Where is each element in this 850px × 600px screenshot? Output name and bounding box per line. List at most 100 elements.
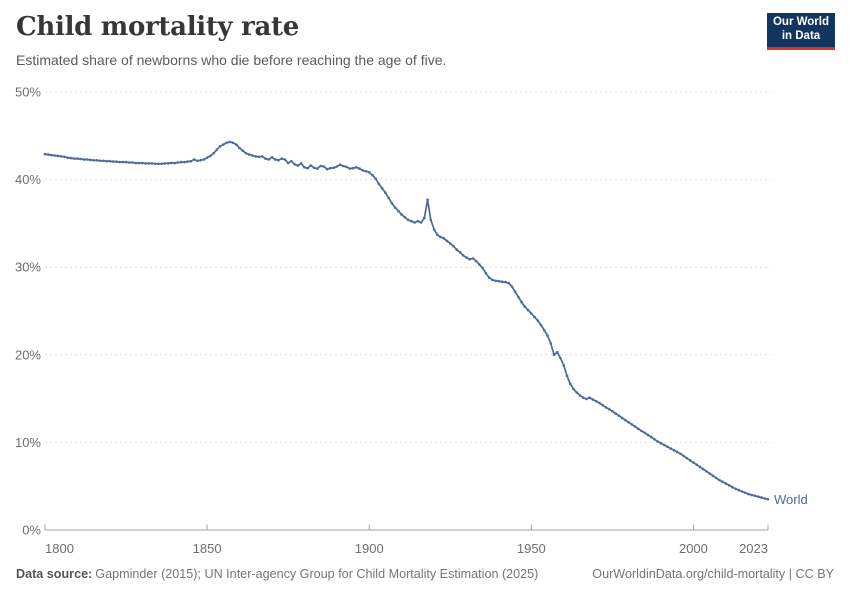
series-marker [251,154,254,157]
series-marker [416,219,420,223]
series-marker [581,396,585,400]
series-marker [478,263,481,266]
series-marker [714,476,718,480]
owid-logo-line1: Our World [772,16,829,29]
series-marker [442,237,446,240]
series-marker [257,155,261,159]
series-marker [630,423,634,426]
series-marker [640,429,643,433]
series-marker [698,465,702,469]
series-marker [585,397,588,401]
series-marker [264,157,267,160]
series-marker [92,159,95,162]
series-marker [721,480,724,484]
series-marker [750,493,754,497]
series-marker [335,165,339,168]
series-line-world[interactable] [44,141,769,501]
series-marker [56,154,60,158]
series-marker [63,155,66,159]
series-marker [332,166,335,170]
series-marker [497,279,501,283]
series-marker [562,364,565,367]
series-marker [705,470,708,473]
series-marker [487,276,491,280]
x-tick-label-1850: 1850 [193,541,222,556]
series-marker [105,159,108,163]
series-marker [543,329,546,332]
series-marker [209,154,212,158]
series-marker [186,160,189,163]
series-marker [468,258,472,261]
series-marker [656,440,660,443]
series-marker [89,158,92,162]
series-marker [299,162,303,165]
y-tick-label-50: 50% [15,85,41,100]
series-marker [465,256,468,259]
series-marker [192,158,196,161]
series-marker [147,162,150,165]
series-marker [727,484,731,487]
series-marker [763,497,767,500]
series-marker [578,394,582,397]
series-marker [354,166,358,169]
series-marker [410,219,413,223]
x-tick-label-2000: 2000 [679,541,708,556]
series-marker [235,143,238,146]
series-marker [439,235,442,239]
series-marker [533,315,536,319]
series-marker [536,319,540,322]
series-marker [241,149,245,152]
series-marker [131,161,134,164]
series-marker [575,391,578,394]
series-marker [293,163,296,166]
series-marker [387,196,391,200]
x-tick-label-2023: 2023 [739,541,768,556]
series-marker [737,488,741,492]
series-marker [163,162,167,165]
series-marker [283,158,287,161]
series-marker [419,221,423,224]
owid-logo[interactable]: Our World in Data [767,13,835,50]
series-marker [526,308,530,312]
series-marker [134,161,138,165]
series-marker [79,157,82,161]
series-marker [124,160,128,164]
series-marker [627,421,630,424]
credit-link[interactable]: OurWorldinData.org/child-mortality | CC … [592,567,834,581]
series-marker [228,140,232,144]
series-marker [286,161,290,165]
series-marker [115,160,118,163]
series-marker [150,162,154,165]
series-marker [458,251,462,254]
series-marker [637,427,640,431]
series-marker [173,161,176,165]
series-marker [455,248,459,251]
series-marker [695,463,698,467]
series-marker [153,162,157,166]
series-marker [429,218,433,222]
series-marker [643,431,647,435]
series-marker [530,312,533,315]
series-marker [82,158,86,161]
series-marker [646,433,650,437]
data-source-label: Data source: [16,567,93,581]
series-marker [312,166,316,170]
series-marker [183,160,186,164]
page-title: Child mortality rate [16,12,300,42]
series-marker [390,202,394,205]
series-marker [474,259,478,263]
series-marker [731,485,734,489]
series-marker [111,160,115,163]
series-marker [445,239,449,243]
series-marker [734,487,737,491]
series-marker [267,158,271,161]
series-marker [559,357,562,360]
series-marker [108,159,112,163]
series-marker [679,452,682,456]
series-marker [666,445,669,449]
series-marker [361,169,365,172]
series-marker [436,233,439,237]
series-marker [757,495,760,499]
y-tick-label-20: 20% [15,347,41,362]
series-marker [504,280,507,284]
